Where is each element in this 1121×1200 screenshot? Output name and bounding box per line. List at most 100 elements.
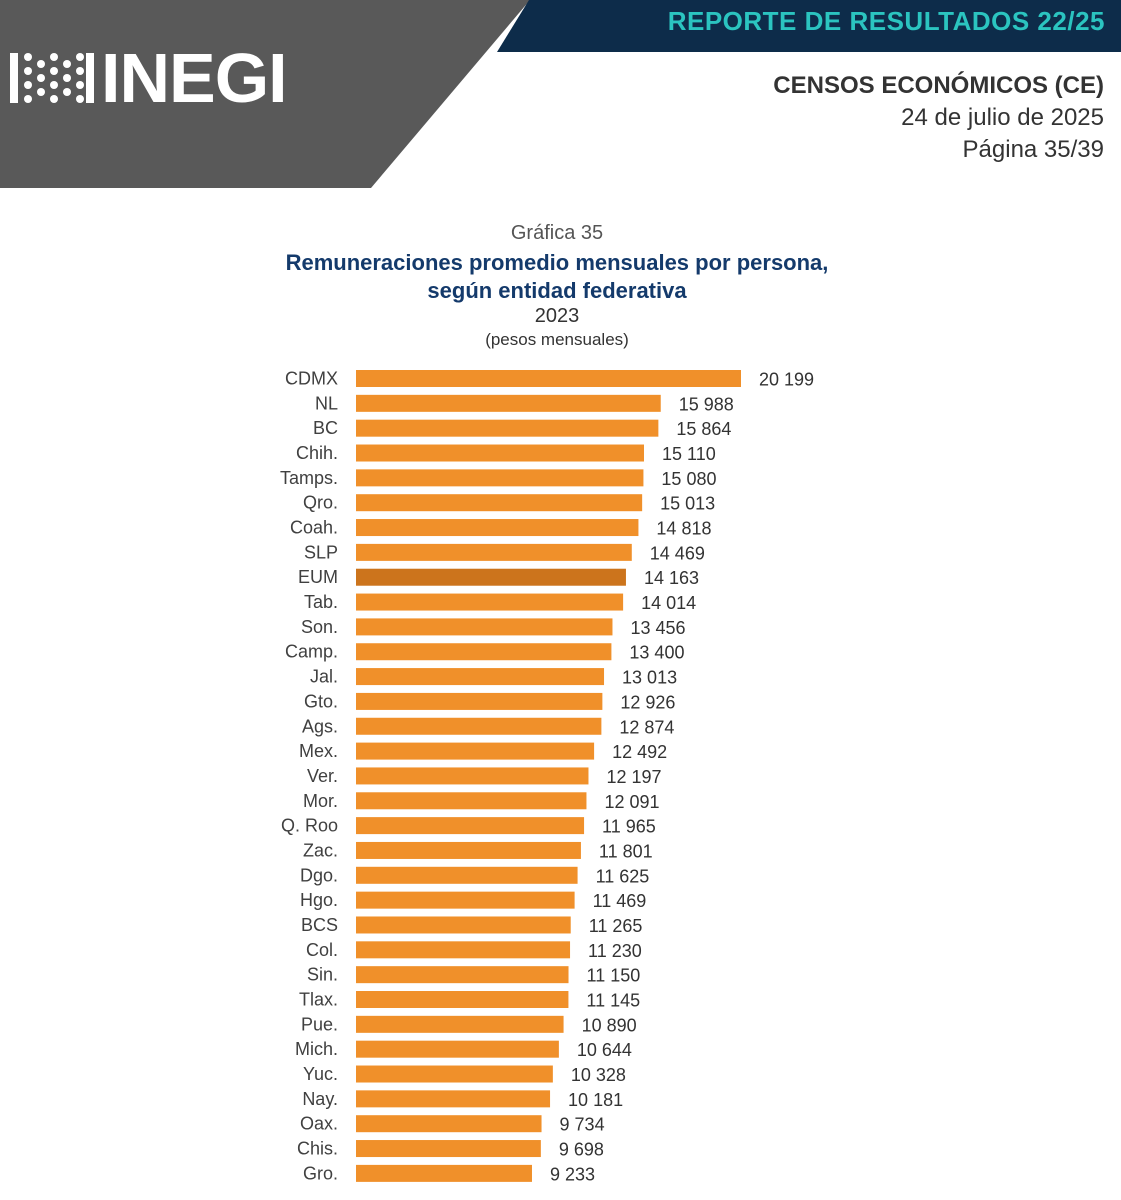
value-label: 14 014 (641, 593, 696, 613)
value-label: 9 734 (560, 1115, 605, 1135)
bar (356, 519, 639, 537)
category-label: SLP (304, 542, 338, 562)
category-label: Yuc. (303, 1064, 338, 1084)
category-label: Q. Roo (281, 816, 338, 836)
page-number: Página 35/39 (962, 136, 1104, 163)
value-label: 11 265 (589, 916, 643, 936)
bar (356, 916, 571, 934)
header-navy-band: REPORTE DE RESULTADOS 22/25 (497, 0, 1121, 52)
bar (356, 991, 569, 1008)
report-date: 24 de julio de 2025 (901, 104, 1104, 131)
value-label: 13 456 (630, 618, 685, 638)
category-label: Ags. (302, 716, 338, 736)
bar (356, 370, 741, 387)
category-label: Qro. (303, 493, 338, 513)
category-label: Dgo. (300, 865, 338, 885)
value-label: 12 874 (619, 717, 674, 737)
report-title: REPORTE DE RESULTADOS 22/25 (667, 6, 1105, 36)
bar (356, 891, 575, 909)
bar (356, 742, 595, 760)
bar (356, 692, 603, 710)
inegi-logo-text: INEGI (101, 39, 288, 117)
bar (356, 841, 581, 859)
bar (356, 543, 632, 561)
bar (356, 444, 645, 462)
chart-year: 2023 (534, 305, 580, 327)
bar (356, 568, 626, 586)
bar (356, 1090, 551, 1108)
category-label: Chih. (296, 443, 338, 463)
bar (356, 618, 613, 636)
report-meta: CENSOS ECONÓMICOS (CE) 24 de julio de 20… (773, 70, 1104, 166)
category-label: Sin. (307, 965, 338, 985)
chart-title-line-1: Remuneraciones promedio mensuales por pe… (285, 250, 829, 275)
bar (356, 767, 589, 785)
category-label: Son. (301, 617, 338, 637)
category-label: Coah. (290, 518, 338, 538)
value-label: 9 698 (559, 1140, 604, 1160)
value-label: 9 233 (550, 1164, 595, 1184)
value-label: 10 890 (582, 1015, 637, 1035)
bar (356, 1040, 559, 1058)
value-label: 11 625 (596, 866, 650, 886)
category-label: Tlax. (299, 990, 338, 1010)
bar (356, 469, 644, 487)
bar (356, 668, 605, 686)
bar (356, 866, 578, 884)
category-label: Jal. (310, 667, 338, 687)
category-label: CDMX (285, 369, 338, 389)
value-label: 11 150 (587, 966, 641, 986)
value-label: 20 199 (759, 370, 814, 390)
value-label: 11 230 (588, 941, 642, 961)
category-label: BC (313, 418, 338, 438)
value-label: 11 145 (586, 991, 640, 1011)
category-label: Zac. (303, 840, 338, 860)
bar (356, 817, 585, 835)
bar (356, 941, 571, 959)
value-label: 12 492 (612, 742, 667, 762)
category-label: Chis. (297, 1139, 338, 1159)
value-label: 15 864 (676, 419, 731, 439)
category-label: Col. (306, 940, 338, 960)
chart-unit: (pesos mensuales) (485, 330, 629, 349)
category-label: Pue. (301, 1014, 338, 1034)
category-label: Mich. (295, 1039, 338, 1059)
value-label: 10 181 (568, 1090, 623, 1110)
value-label: 13 400 (629, 643, 684, 663)
bar (356, 1140, 541, 1158)
bar (356, 1065, 553, 1083)
value-label: 11 801 (599, 841, 653, 861)
value-label: 10 328 (571, 1065, 626, 1085)
chart-title-line-2: según entidad federativa (427, 278, 687, 303)
value-label: 14 469 (650, 543, 705, 563)
bar (356, 966, 569, 984)
category-label: NL (315, 393, 338, 413)
value-label: 15 013 (660, 494, 715, 514)
bar (356, 394, 661, 412)
value-label: 10 644 (577, 1040, 632, 1060)
category-label: Nay. (302, 1089, 338, 1109)
census-name: CENSOS ECONÓMICOS (CE) (773, 72, 1104, 99)
bar (356, 792, 587, 810)
bar (356, 419, 659, 437)
value-label: 12 091 (604, 792, 659, 812)
category-label: Gro. (303, 1163, 338, 1183)
bar (356, 1115, 542, 1133)
value-label: 14 163 (644, 568, 699, 588)
bar (356, 1164, 532, 1182)
category-label: Ver. (307, 766, 338, 786)
bar (356, 717, 602, 735)
bar (356, 494, 643, 512)
category-label: Tab. (304, 592, 338, 612)
category-label: Mor. (303, 791, 338, 811)
value-label: 11 469 (593, 891, 647, 911)
chart-title: Remuneraciones promedio mensuales por pe… (0, 249, 1114, 305)
value-label: 14 818 (656, 519, 711, 539)
chart-number: Gráfica 35 (510, 222, 604, 244)
value-label: 11 965 (602, 817, 656, 837)
inegi-logo-icon (10, 53, 94, 103)
value-label: 15 110 (662, 444, 716, 464)
bar (356, 593, 624, 611)
category-label: Mex. (299, 741, 338, 761)
